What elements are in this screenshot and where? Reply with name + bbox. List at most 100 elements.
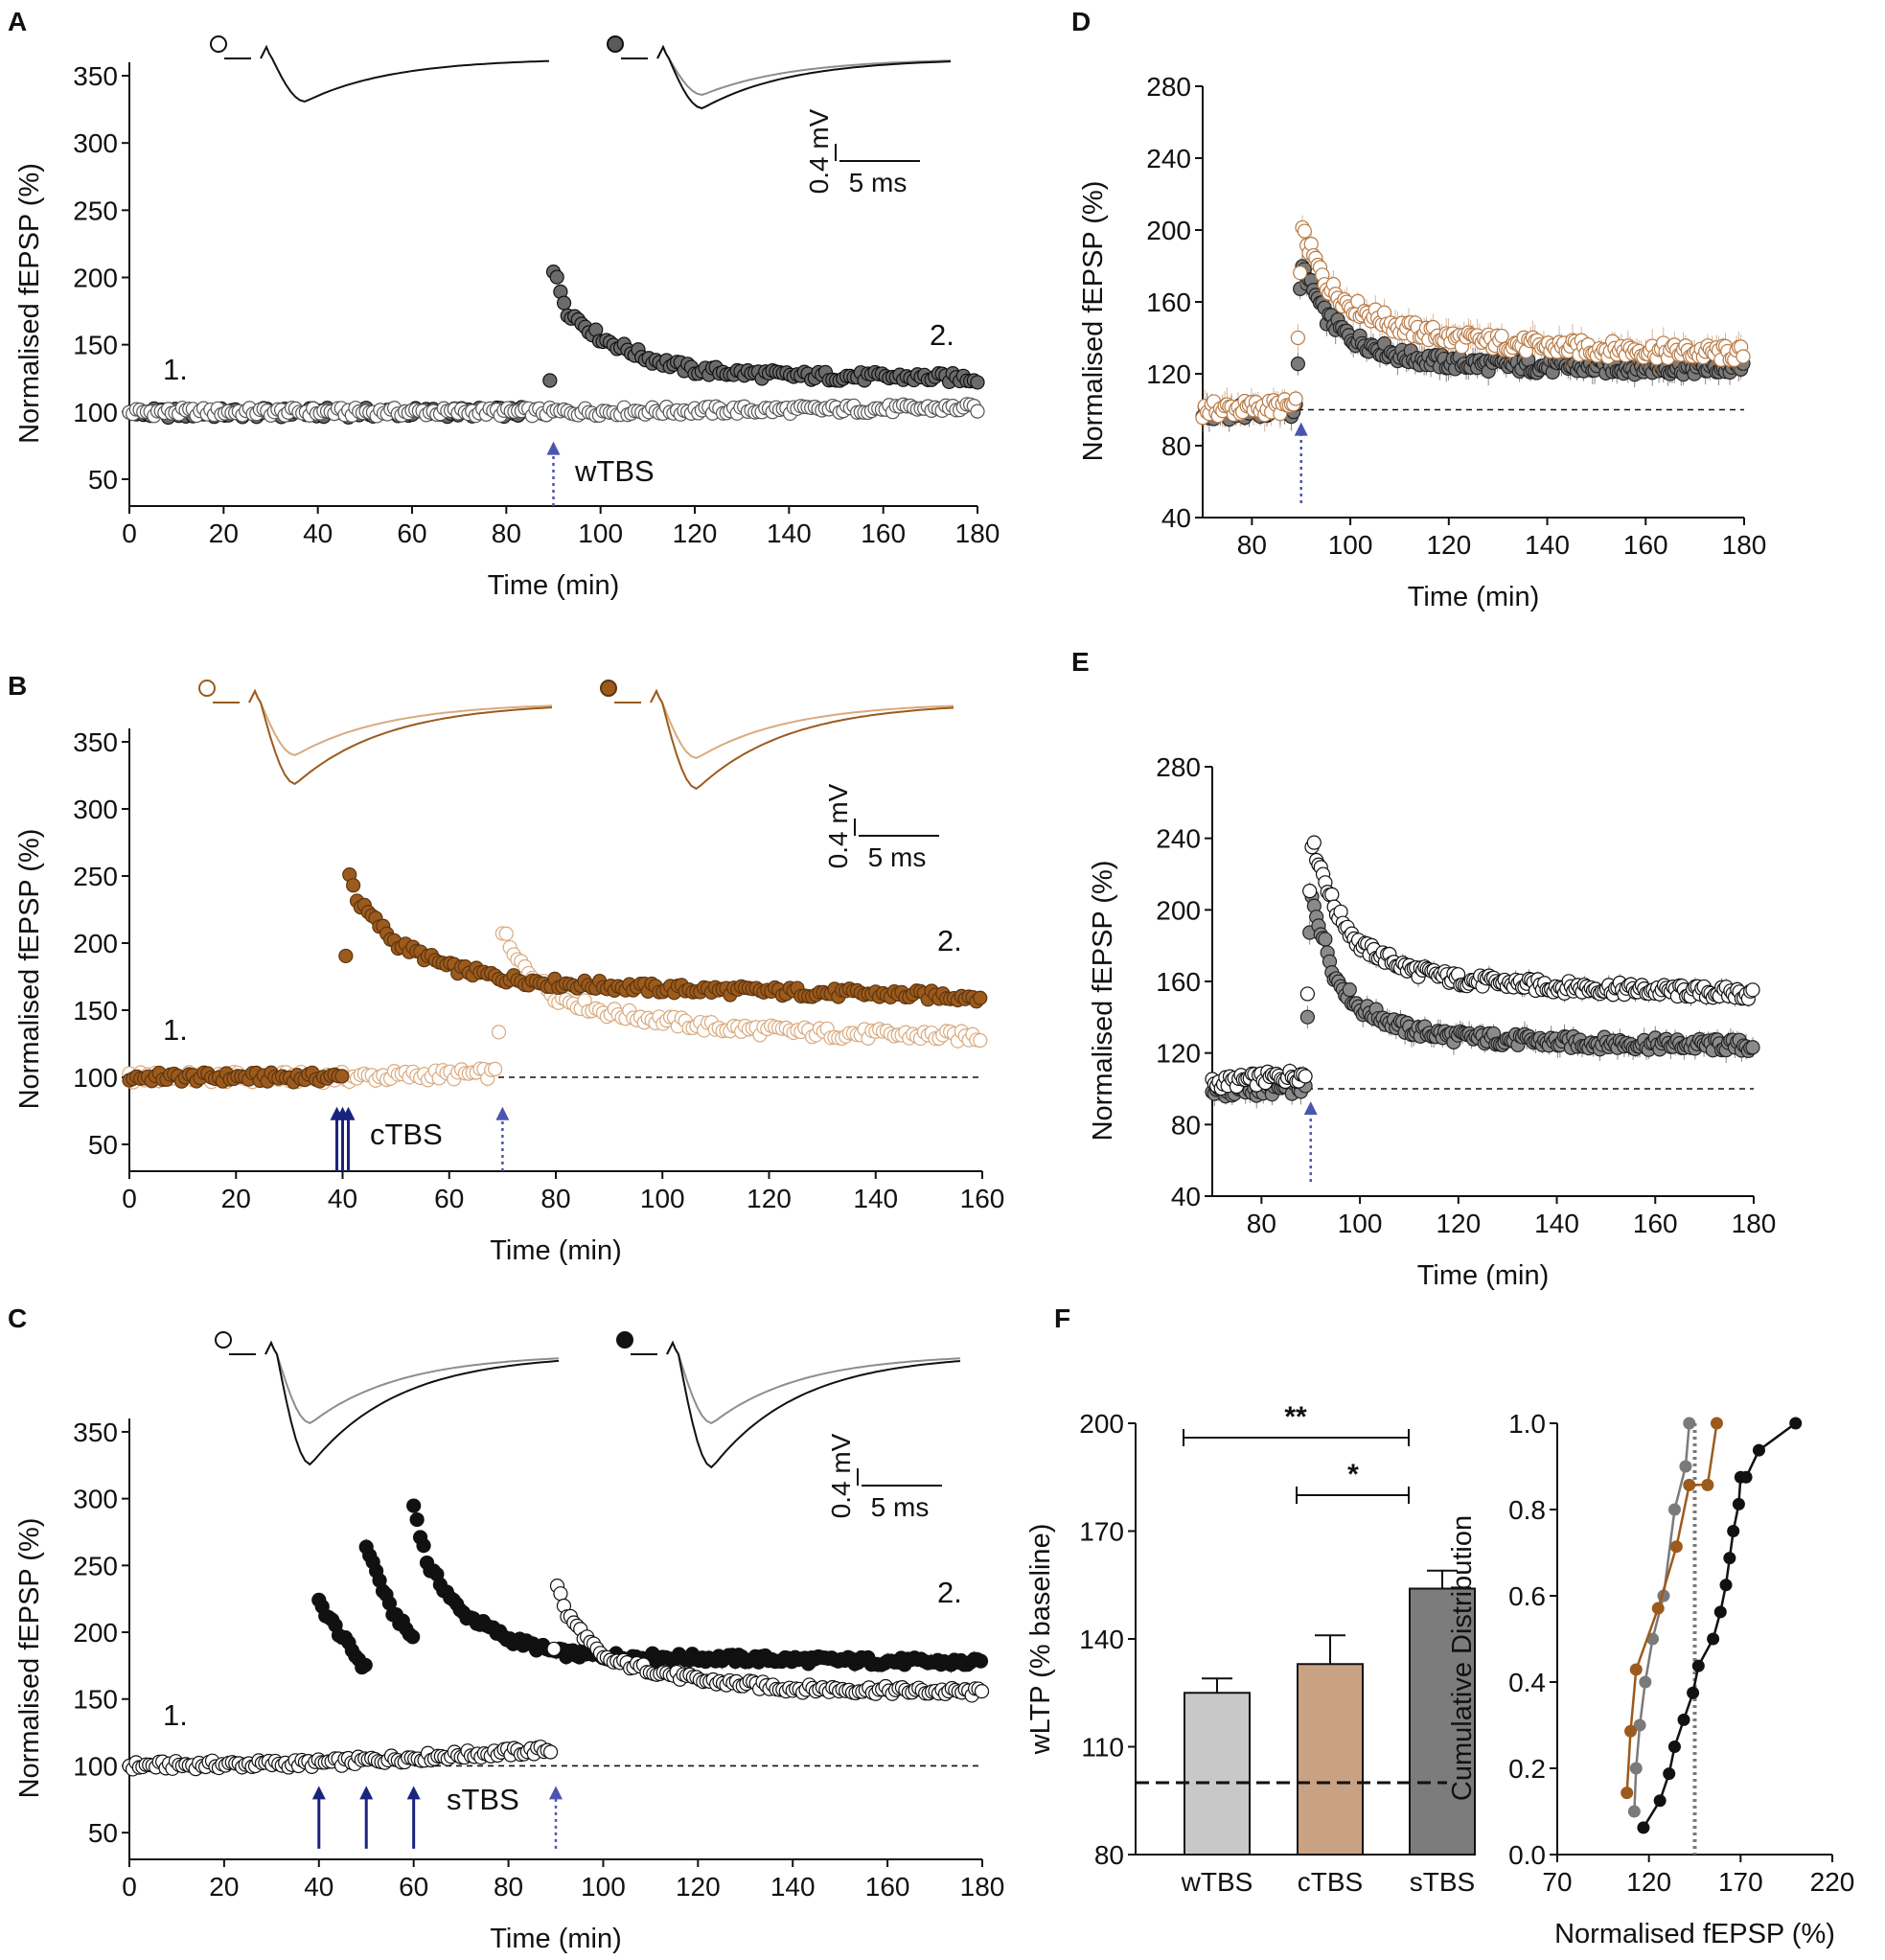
- y-axis-label: Normalised fEPSP (%): [14, 1518, 45, 1799]
- y-tick-label: 160: [1156, 967, 1201, 997]
- x-tick-label: 180: [955, 519, 1000, 548]
- x-axis-label: Time (min): [488, 570, 619, 601]
- x-tick-label: 80: [492, 519, 521, 548]
- y-tick-label: 40: [1171, 1182, 1201, 1211]
- y-axis-label: Normalised fEPSP (%): [14, 163, 45, 444]
- trace-waveform: [248, 688, 553, 786]
- protocol-label: wTBS: [574, 454, 655, 488]
- protocol-label: cTBS: [370, 1118, 443, 1151]
- data-point: [556, 295, 572, 311]
- data-point: [491, 1025, 507, 1040]
- x-tick-label: 20: [209, 519, 239, 548]
- start-label: 1.: [163, 1698, 188, 1732]
- data-point: [487, 1061, 503, 1076]
- trace-waveform: [650, 688, 954, 759]
- data-point: [1494, 328, 1509, 344]
- data-point: [1306, 835, 1322, 850]
- trace-marker: [198, 680, 216, 697]
- data-point: [406, 1498, 422, 1513]
- y-tick-label: 200: [73, 1618, 118, 1648]
- data-point: [1290, 330, 1305, 346]
- data-point: [973, 990, 988, 1005]
- series-0: [122, 926, 988, 1091]
- data-point: [970, 375, 985, 390]
- x-tick-label: 120: [673, 519, 718, 548]
- x-tick-label: 60: [399, 1872, 428, 1902]
- x-tick-label: 120: [747, 1184, 792, 1213]
- data-point: [1290, 357, 1305, 372]
- trace-waveform: [666, 1340, 961, 1425]
- data-point: [549, 269, 564, 285]
- trace-a-wtbs: [607, 35, 952, 110]
- y-tick-label: 120: [1156, 1039, 1201, 1069]
- data-point: [1324, 887, 1340, 902]
- x-tick-label: 0: [122, 1872, 137, 1902]
- x-tick-label: 60: [397, 519, 426, 548]
- scale-bar: 0.4 mV 5 ms: [823, 783, 939, 872]
- x-axis-label: Time (min): [490, 1235, 621, 1266]
- panel-a-axes: 0 20 40 60 80 100 120 140 160 180 50 100 150 200 250 30…: [14, 61, 1000, 601]
- x-tick-label: 20: [221, 1184, 251, 1213]
- x-tick-label: 40: [303, 519, 333, 548]
- data-point: [416, 1537, 431, 1554]
- y-tick-label: 240: [1146, 144, 1191, 173]
- y-tick-label: 150: [73, 331, 118, 360]
- scale-time-label: 5 ms: [849, 168, 908, 197]
- x-axis-label: Time (min): [1408, 582, 1539, 612]
- x-tick-label: 100: [640, 1184, 685, 1213]
- y-tick-label: 200: [73, 929, 118, 958]
- x-tick-label: 40: [304, 1872, 333, 1902]
- scale-amplitude-label: 0.4 mV: [826, 1433, 856, 1518]
- y-tick-label: 150: [73, 996, 118, 1026]
- panel-c-axes: 0 20 40 60 80 100 120 140 160 180 50 100 150 200 250 30…: [14, 1418, 1004, 1954]
- data-point: [542, 373, 558, 388]
- data-point: [1298, 1069, 1313, 1084]
- trace-waveform: [656, 44, 952, 97]
- x-tick-label: 160: [1633, 1209, 1678, 1238]
- x-axis-label: Time (min): [1417, 1260, 1549, 1291]
- scale-amplitude-label: 0.4 mV: [804, 108, 834, 194]
- data-point: [542, 1744, 559, 1760]
- data-point: [405, 1629, 421, 1645]
- y-tick-label: 160: [1146, 288, 1191, 317]
- end-label: 2.: [937, 1576, 962, 1609]
- x-tick-label: 180: [960, 1872, 1005, 1902]
- panel-label-b: B: [8, 671, 27, 701]
- end-label: 2.: [930, 318, 954, 352]
- panel-b-axes: 0 20 40 60 80 100 120 140 160 50 100 150 200 250 300 35…: [14, 727, 1004, 1266]
- data-point: [357, 1657, 373, 1672]
- y-tick-label: 150: [73, 1685, 118, 1715]
- x-tick-label: 140: [1525, 530, 1570, 560]
- x-axis-label: Time (min): [490, 1924, 621, 1954]
- x-tick-label: 80: [1247, 1209, 1276, 1238]
- panel-d-axes: 80 100 120 140 160 180 40 80 120 160 200 240 280 Time…: [1078, 72, 1766, 612]
- trace-marker: [210, 35, 227, 53]
- series-1: [1205, 835, 1760, 1098]
- x-tick-label: 100: [1338, 1209, 1383, 1238]
- data-point: [1299, 986, 1315, 1002]
- strong-tbs-arrow-1-head: [359, 1786, 374, 1800]
- trace-c-control: [215, 1331, 560, 1466]
- y-tick-label: 100: [73, 398, 118, 427]
- y-tick-label: 200: [1146, 216, 1191, 245]
- data-point: [334, 1069, 350, 1084]
- trace-waveform: [248, 688, 553, 756]
- x-tick-label: 120: [676, 1872, 721, 1902]
- protocol-label: sTBS: [447, 1783, 519, 1816]
- panel-label-c: C: [8, 1303, 27, 1333]
- data-point: [1318, 932, 1333, 947]
- x-tick-label: 100: [581, 1872, 626, 1902]
- x-tick-label: 60: [434, 1184, 464, 1213]
- data-point: [970, 404, 985, 419]
- trace-marker: [607, 35, 624, 53]
- weak-tbs-arrow-head: [495, 1106, 510, 1120]
- x-tick-label: 180: [1732, 1209, 1777, 1238]
- plot-layer: 0 20 40 60 80 100 120 140 160 1805010015020025030…: [14, 35, 1854, 1954]
- data-point: [546, 1641, 562, 1657]
- y-tick-label: 250: [73, 196, 118, 225]
- x-tick-label: 180: [1722, 530, 1767, 560]
- series-0: [122, 397, 985, 424]
- data-point: [1299, 1009, 1315, 1025]
- y-tick-label: 350: [73, 727, 118, 757]
- x-tick-label: 140: [1534, 1209, 1579, 1238]
